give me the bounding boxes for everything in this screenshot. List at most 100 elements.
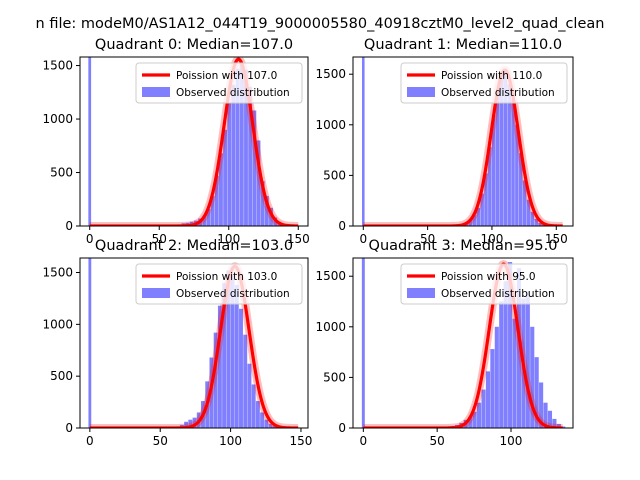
histogram-bar: [239, 308, 243, 428]
histogram-bar: [507, 84, 511, 226]
axes-frame: [79, 257, 309, 429]
histogram-bar: [223, 129, 228, 226]
legend-box: [135, 62, 303, 104]
histogram-bar: [234, 284, 239, 428]
histogram-bar: [256, 140, 261, 226]
histogram-bar: [534, 218, 538, 226]
histogram-bar: [491, 114, 496, 226]
y-tick-label: 500: [50, 166, 73, 180]
histogram-bar: [503, 69, 508, 226]
histogram-bar: [468, 416, 473, 428]
histogram-bar: [494, 326, 499, 428]
plot-area: [88, 57, 299, 226]
histogram-bar: [472, 214, 477, 226]
x-tick-label: 50: [420, 232, 435, 246]
histogram-bar: [202, 216, 207, 226]
histogram-bar: [213, 332, 218, 428]
histogram-bar: [227, 102, 232, 226]
histogram-bar: [272, 425, 277, 428]
histogram-bar: [508, 262, 513, 428]
poisson-curve-halo: [363, 66, 563, 226]
histogram-bar: [268, 423, 273, 428]
histogram-bar-zero: [361, 258, 365, 428]
histogram-bar: [512, 318, 517, 428]
poisson-curve: [89, 264, 299, 428]
histogram-bar: [525, 291, 530, 428]
y-tick-label: 0: [65, 219, 73, 233]
histogram-bar: [244, 69, 248, 226]
histogram-bar: [260, 181, 265, 226]
histogram-bar: [543, 402, 548, 428]
legend: Poission with 95.0 Observed distribution: [400, 263, 568, 305]
histogram-bar: [515, 124, 519, 226]
histogram-bar: [495, 89, 500, 226]
y-tick-label: 0: [338, 421, 346, 435]
x-tick-label: 50: [153, 434, 168, 448]
histogram-bar: [499, 74, 504, 226]
histogram-bar: [239, 63, 244, 226]
x-tick-label: 0: [86, 232, 94, 246]
histogram-bar: [188, 419, 193, 428]
histogram-bar: [539, 382, 544, 428]
x-tick-label: 50: [430, 434, 445, 448]
histogram-bar: [547, 410, 553, 428]
x-tick-label: 50: [152, 232, 167, 246]
histogram-bar: [530, 326, 535, 428]
subplot-title: Quadrant 2: Median=103.0: [95, 238, 293, 254]
histogram-bar: [184, 421, 189, 428]
histogram-bar: [552, 418, 557, 428]
histogram-bar: [255, 401, 260, 428]
legend-entry-observed: Observed distribution: [176, 288, 290, 300]
y-tick-label: 500: [50, 369, 73, 383]
histogram-bar: [480, 193, 484, 226]
plot-area: [88, 258, 299, 428]
legend-entry-poisson: Poission with 107.0: [176, 70, 277, 82]
y-tick-label: 1500: [315, 269, 346, 283]
x-tick-label: 100: [219, 434, 242, 448]
figure-suptitle: n file: modeM0/AS1A12_044T19_9000005580_…: [36, 16, 605, 32]
axes-frame: [79, 56, 309, 227]
x-tick-label: 0: [360, 434, 368, 448]
legend-bar-swatch: [407, 288, 435, 298]
legend-entry-observed: Observed distribution: [441, 288, 555, 300]
legend-bar-swatch: [142, 288, 170, 298]
legend-entry-observed: Observed distribution: [176, 87, 290, 99]
histogram-bar: [476, 207, 481, 226]
histogram-bar: [561, 426, 566, 428]
subplot-title: Quadrant 1: Median=110.0: [364, 37, 562, 53]
plot-area: [361, 258, 566, 428]
legend-box: [400, 62, 568, 104]
plot-area: [362, 57, 563, 226]
legend-entry-poisson: Poission with 103.0: [176, 271, 277, 283]
subplot-title: Quadrant 0: Median=107.0: [95, 37, 293, 53]
histogram-bar: [214, 175, 219, 226]
x-tick-label: 150: [545, 232, 568, 246]
subplot-title: Quadrant 3: Median=95.0: [369, 238, 558, 254]
histogram-bar: [247, 363, 252, 428]
y-tick-label: 1000: [42, 317, 73, 331]
histogram-bar: [534, 357, 539, 428]
legend-bar-swatch: [407, 87, 435, 97]
histogram-bar: [264, 419, 269, 428]
histogram-bar: [472, 411, 477, 428]
y-tick-label: 1000: [42, 112, 73, 126]
histogram-bar: [206, 208, 211, 226]
histogram-bar: [490, 349, 495, 428]
histogram-bar: [251, 384, 256, 428]
legend-entry-poisson: Poission with 95.0: [441, 271, 536, 283]
histogram-bar: [192, 417, 197, 428]
histogram-bar-zero: [88, 57, 92, 226]
x-tick-label: 100: [217, 232, 240, 246]
poisson-curve-halo: [363, 259, 563, 428]
axes-frame: [352, 257, 574, 429]
histogram-bar: [264, 196, 269, 226]
histogram-bar: [269, 207, 273, 226]
legend: Poission with 110.0 Observed distribution: [400, 62, 568, 104]
legend: Poission with 107.0 Observed distribution: [135, 62, 303, 104]
histogram-bar: [516, 268, 522, 428]
